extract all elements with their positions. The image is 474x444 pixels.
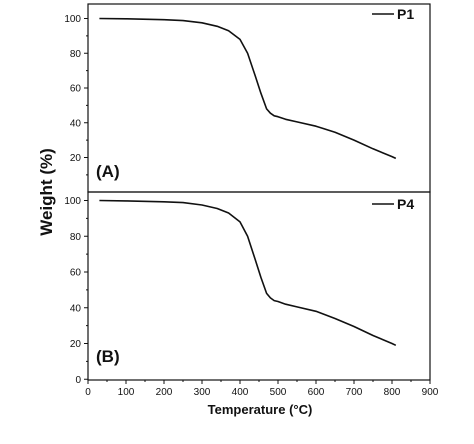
- series-line-p1: [99, 17, 397, 160]
- series-line-p4: [99, 199, 397, 347]
- panel-label: (B): [96, 347, 120, 366]
- x-tick-label: 700: [346, 387, 363, 398]
- x-tick-label: 400: [232, 387, 249, 398]
- x-tick-label: 900: [422, 387, 439, 398]
- y-tick-label: 100: [64, 14, 81, 25]
- x-tick-label: 500: [270, 387, 287, 398]
- y-tick-label: 20: [70, 153, 82, 164]
- y-axis-title: Weight (%): [37, 148, 56, 236]
- y-tick-label: 40: [70, 303, 82, 314]
- plot-frame: [87, 191, 431, 381]
- panel-b: 0 20 40 60 80 100 0 100 200 300 400 500 600 700 800 900…: [64, 191, 439, 398]
- x-tick-label: 800: [384, 387, 401, 398]
- legend-label: P4: [397, 196, 414, 212]
- panel-label: (A): [96, 162, 120, 181]
- x-tick-label: 600: [308, 387, 325, 398]
- x-axis-title: Temperature (°C): [208, 402, 313, 417]
- x-tick-label: 100: [118, 387, 135, 398]
- legend-label: P1: [397, 6, 414, 22]
- x-tick-label: 0: [85, 387, 91, 398]
- y-tick-label: 0: [75, 375, 81, 386]
- y-tick-label: 100: [64, 196, 81, 207]
- y-tick-label: 80: [70, 49, 82, 60]
- y-tick-label: 60: [70, 84, 82, 95]
- panel-a: 20 40 60 80 100 P1 (A): [64, 3, 431, 193]
- y-tick-label: 80: [70, 232, 82, 243]
- plot-frame: [87, 3, 431, 193]
- y-tick-label: 20: [70, 339, 82, 350]
- y-tick-label: 60: [70, 268, 82, 279]
- y-tick-label: 40: [70, 118, 82, 129]
- x-tick-label: 200: [156, 387, 173, 398]
- x-tick-label: 300: [194, 387, 211, 398]
